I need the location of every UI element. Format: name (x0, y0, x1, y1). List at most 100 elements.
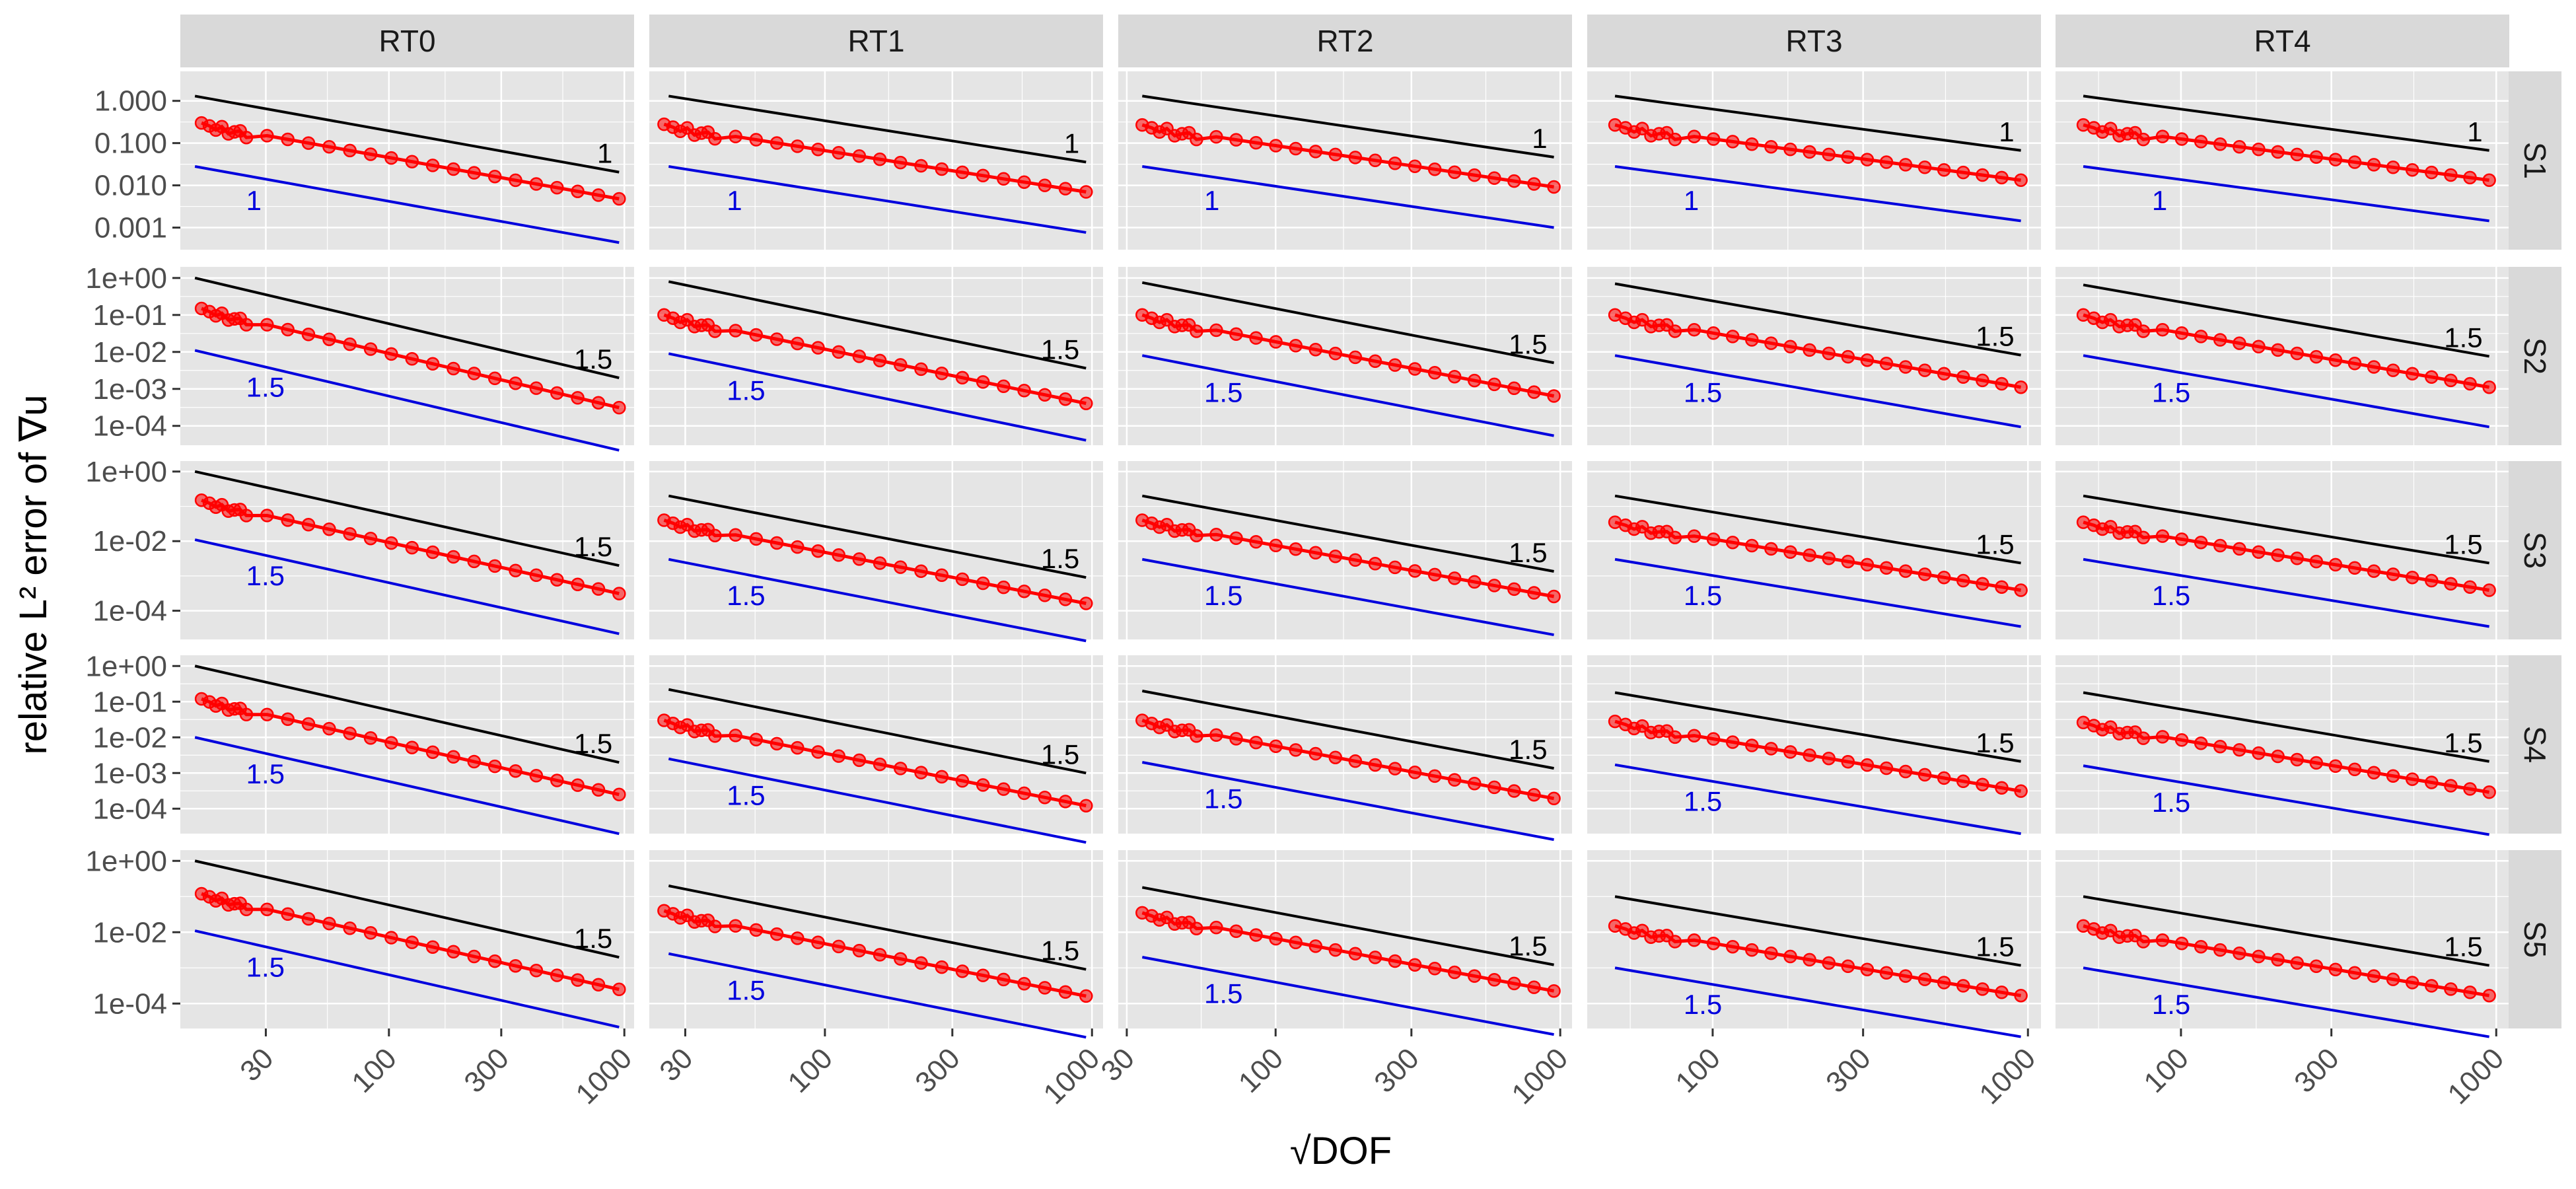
panel-s2-rt4: 1.5 1.5 (2056, 267, 2509, 445)
data-point (301, 328, 316, 342)
data-point (2386, 972, 2400, 986)
data-point (1822, 751, 1836, 766)
data-point (2309, 554, 2324, 569)
data-point (363, 926, 378, 940)
data-point (2174, 733, 2189, 747)
data-point (1289, 339, 1303, 353)
data-point (997, 782, 1011, 796)
data-point (2252, 142, 2266, 157)
data-point (363, 731, 378, 745)
data-point (239, 902, 254, 917)
y-tick-label: 1e-04 (92, 410, 167, 443)
reference-line-upper (668, 884, 1087, 971)
data-point (1289, 542, 1303, 556)
data-point (2444, 373, 2458, 388)
data-point (384, 736, 398, 750)
reference-line-lower (668, 558, 1087, 643)
data-point (1937, 771, 1951, 785)
data-point (2136, 731, 2151, 745)
data-point (281, 132, 295, 147)
panel-s1-rt4: 11 (2056, 71, 2509, 250)
reference-label-lower: 1.5 (727, 375, 765, 406)
panel-background (649, 850, 1103, 1028)
panel-s1-rt3: 11 (1587, 71, 2041, 250)
data-point (1527, 177, 1541, 191)
data-point (550, 386, 564, 400)
data-point (591, 188, 606, 202)
data-point (729, 129, 742, 143)
data-point (1898, 764, 1913, 779)
x-tick-label: 300 (2288, 1042, 2345, 1099)
data-point (1937, 162, 1951, 177)
data-point (2405, 976, 2419, 990)
data-point (976, 778, 990, 792)
data-point (708, 729, 722, 743)
panel-background (2056, 655, 2509, 834)
data-point (1487, 973, 1501, 987)
data-point (1547, 791, 1561, 806)
panel-s2-rt2: 1.5 1.5 (1118, 267, 1572, 445)
data-point (1368, 354, 1382, 369)
data-point (935, 367, 949, 380)
data-point (769, 136, 784, 150)
data-point (1668, 935, 1682, 949)
data-point (571, 391, 585, 405)
data-point (1507, 784, 1521, 798)
data-point (260, 707, 274, 721)
reference-line-upper (1614, 94, 2021, 152)
reference-line-lower (194, 538, 620, 635)
data-point (1668, 132, 1682, 147)
data-point (1706, 732, 1721, 746)
data-point (2347, 561, 2362, 575)
reference-line-lower (668, 757, 1087, 844)
data-point (447, 361, 460, 376)
data-point (1879, 561, 1894, 575)
data-point (2290, 956, 2304, 970)
reference-label-lower: 1.5 (246, 560, 285, 591)
data-point (1803, 748, 1816, 762)
data-point (1017, 584, 1031, 598)
x-tick-label: 30 (653, 1042, 699, 1087)
data-point (322, 139, 336, 154)
data-point (2252, 746, 2266, 760)
data-point (2194, 330, 2208, 343)
data-point (2174, 326, 2189, 340)
data-point (852, 552, 867, 566)
data-point (301, 912, 316, 926)
data-point (1447, 571, 1462, 585)
reference-label-upper: 1 (2467, 116, 2482, 147)
reference-label-upper: 1.5 (1041, 543, 1079, 574)
data-point (914, 159, 928, 173)
data-point (571, 973, 585, 987)
data-point (1388, 954, 1402, 968)
data-point (1289, 743, 1303, 757)
data-point (2014, 173, 2028, 188)
data-point (811, 745, 825, 759)
reference-label-upper: 1.5 (574, 343, 612, 375)
reference-label-lower: 1 (246, 185, 262, 216)
reference-line-lower (194, 929, 620, 1028)
data-point (2405, 570, 2419, 585)
data-point (1468, 969, 1482, 983)
data-point (1229, 732, 1243, 746)
y-tick-label: 1e-04 (92, 793, 167, 825)
data-point (612, 787, 626, 802)
data-point (852, 753, 867, 768)
data-point (1937, 367, 1951, 380)
data-point (1860, 353, 1875, 367)
data-point (1879, 761, 1894, 775)
data-point (425, 159, 440, 172)
reference-label-upper: 1.5 (1509, 537, 1547, 568)
reference-line-upper (1141, 690, 1554, 770)
reference-line-upper (1614, 691, 2021, 763)
data-point (2386, 567, 2400, 581)
data-point (769, 737, 784, 751)
data-point (1229, 327, 1243, 342)
data-point (509, 958, 522, 973)
data-point (832, 749, 845, 763)
data-point (769, 332, 784, 346)
data-point (1408, 159, 1422, 173)
data-point (2463, 580, 2477, 594)
data-point (1408, 564, 1422, 578)
data-point (425, 357, 440, 371)
